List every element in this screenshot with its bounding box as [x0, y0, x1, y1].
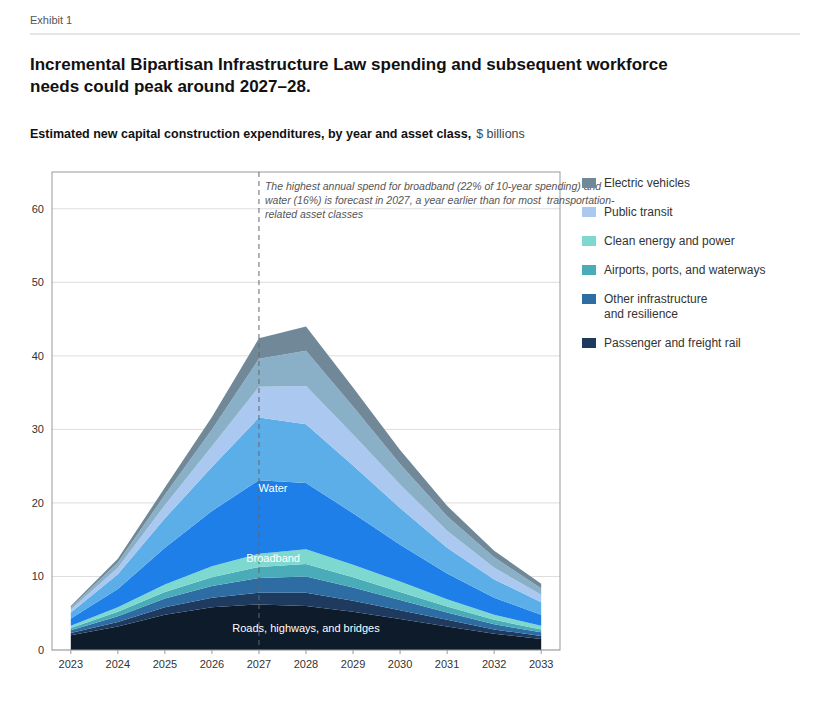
- x-tick-label: 2024: [106, 658, 130, 670]
- plot-frame: [52, 172, 560, 650]
- legend-label: Electric vehicles: [604, 176, 690, 190]
- x-tick-label: 2025: [153, 658, 177, 670]
- annotation: The highest annual spend for broadband (…: [265, 180, 615, 220]
- legend-label-line: Passenger and freight rail: [604, 336, 741, 350]
- legend-swatch: [582, 207, 596, 217]
- legend-label-line: Airports, ports, and waterways: [604, 263, 765, 277]
- grid-line: [52, 282, 560, 283]
- title: Incremental Bipartisan Infrastructure La…: [30, 55, 668, 96]
- background: [0, 0, 830, 703]
- x-tick-label: 2029: [341, 658, 365, 670]
- legend-label-line: Other infrastructure: [604, 292, 708, 306]
- areas: [71, 326, 541, 650]
- legend-label: Airports, ports, and waterways: [604, 263, 765, 277]
- subtitle: Estimated new capital construction expen…: [30, 127, 471, 141]
- x-tick: [541, 650, 542, 654]
- area-label: Broadband: [246, 552, 300, 564]
- x-tick: [70, 650, 71, 654]
- x-tick: [306, 650, 307, 654]
- area-label: Water: [259, 482, 288, 494]
- y-tick-label: 30: [32, 423, 44, 435]
- x-tick-label: 2033: [529, 658, 553, 670]
- chart: Incremental Bipartisan Infrastructure La…: [0, 0, 830, 703]
- legend-label-line: and resilience: [604, 307, 678, 321]
- title-line: Incremental Bipartisan Infrastructure La…: [30, 55, 668, 74]
- annotation-line: water (16%) is forecast in 2027, a year …: [265, 194, 615, 206]
- x-tick: [211, 650, 212, 654]
- x-tick: [164, 650, 165, 654]
- subtitle-line: Estimated new capital construction expen…: [30, 127, 525, 141]
- y-tick-label: 40: [32, 350, 44, 362]
- legend-swatch: [582, 338, 596, 348]
- x-tick: [258, 650, 259, 654]
- y-tick-label: 20: [32, 497, 44, 509]
- y-label: $ billions: [476, 127, 525, 141]
- separator: [30, 34, 800, 35]
- legend-swatch: [582, 294, 596, 304]
- legend-label: Clean energy and power: [604, 234, 735, 248]
- area-layer: [71, 386, 541, 613]
- grid: [52, 209, 560, 650]
- y-tick-label: 50: [32, 276, 44, 288]
- legend-label: Other infrastructureand resilience: [604, 292, 708, 321]
- legend-swatch: [582, 236, 596, 246]
- area-layer: [71, 326, 541, 607]
- x-tick-label: 2030: [388, 658, 412, 670]
- x-tick-label: 2027: [247, 658, 271, 670]
- legend-label-line: Electric vehicles: [604, 176, 690, 190]
- y-tick-label: 60: [32, 203, 44, 215]
- title-line: needs could peak around 2027–28.: [30, 77, 311, 96]
- legend: Electric vehicles Public transit Clean ene…: [582, 176, 765, 350]
- x-tick-label: 2026: [200, 658, 224, 670]
- legend-swatch: [582, 178, 596, 188]
- x-tick-label: 2032: [482, 658, 506, 670]
- x-tick: [447, 650, 448, 654]
- y-tick-label: 10: [32, 570, 44, 582]
- legend-swatch: [582, 265, 596, 275]
- x-tick-label: 2031: [435, 658, 459, 670]
- annotation-line: related asset classes: [265, 208, 364, 220]
- legend-label: Passenger and freight rail: [604, 336, 741, 350]
- reference-line: [258, 172, 259, 650]
- y-tick-label: 0: [38, 644, 44, 656]
- legend-label: Public transit: [604, 205, 673, 219]
- x-tick: [117, 650, 118, 654]
- x-tick: [494, 650, 495, 654]
- legend-label-line: Clean energy and power: [604, 234, 735, 248]
- area-label: Roads, highways, and bridges: [232, 622, 380, 634]
- x-tick: [353, 650, 354, 654]
- legend-label-line: Public transit: [604, 205, 673, 219]
- annotation-line: The highest annual spend for broadband (…: [265, 180, 602, 192]
- x-tick: [400, 650, 401, 654]
- exhibit-label: Exhibit 1: [30, 14, 72, 26]
- x-tick-label: 2028: [294, 658, 318, 670]
- area-layer: [71, 418, 541, 619]
- x-tick-label: 2023: [59, 658, 83, 670]
- area-layer: [71, 351, 541, 610]
